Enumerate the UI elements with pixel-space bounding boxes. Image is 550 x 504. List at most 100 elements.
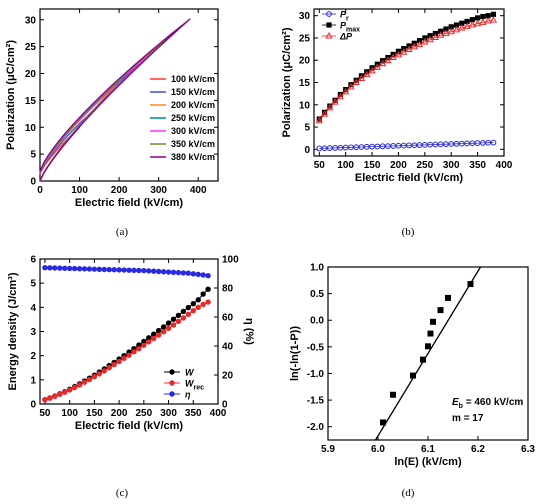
x-tick-label: 6.3 (521, 444, 535, 455)
caption-b: (b) (402, 226, 415, 238)
data-point (185, 270, 192, 276)
data-point (96, 371, 103, 377)
data-point (180, 308, 187, 315)
data-point (62, 389, 68, 395)
data-point (52, 265, 58, 271)
data-point (445, 294, 451, 301)
y-tick-label: 0 (30, 177, 36, 188)
x-tick-label: 100 (71, 185, 88, 196)
data-point (160, 269, 167, 275)
data-point (190, 301, 196, 307)
y2-tick-label: 20 (222, 371, 234, 382)
data-point (47, 395, 53, 401)
data-point (42, 397, 48, 403)
data-point (473, 19, 482, 27)
data-point (126, 352, 132, 358)
x-tick-label: 300 (160, 408, 177, 419)
y-axis-label: Energy density (J/cm³) (7, 272, 19, 390)
data-point (394, 50, 403, 58)
legend-label: η (185, 390, 191, 400)
data-point (136, 267, 142, 274)
data-point (155, 327, 162, 334)
panel-d-weibull-chart: 5.9 6.0 6.1 6.2 6.3 -2.0 -1.5 -1.0 -0.5 0.0 0.5 1.0… (289, 263, 535, 469)
y2-tick-label: 40 (222, 342, 234, 353)
y2-tick-label: 100 (222, 255, 239, 266)
x-tick-label: 50 (39, 408, 51, 419)
y-tick-label: 5 (30, 150, 36, 161)
y-tick-label: 0.0 (310, 316, 324, 327)
x-tick-label: 150 (364, 160, 381, 171)
data-point (136, 345, 142, 352)
data-point (425, 343, 431, 350)
legend-label: 380 kV/cm (171, 152, 215, 162)
y-tick-label: 20 (25, 69, 37, 80)
data-point (195, 297, 201, 303)
plot-frame (39, 8, 219, 182)
data-point (121, 355, 127, 362)
data-point (390, 391, 396, 398)
data-point (331, 98, 339, 105)
x-tick-label: 6.1 (421, 444, 435, 455)
y-tick-label: 0 (304, 145, 310, 156)
x-axis-label: Electric field (kV/cm) (75, 197, 184, 209)
x-tick-label: 400 (210, 408, 227, 419)
x-tick-label: 250 (135, 408, 152, 419)
data-point (185, 304, 192, 311)
y-tick-label: 20 (299, 56, 311, 67)
data-point (76, 266, 83, 272)
data-point (205, 286, 211, 292)
data-point (71, 384, 78, 391)
hysteresis-loop (39, 18, 191, 182)
data-point (131, 267, 137, 274)
data-point (116, 358, 122, 365)
data-point (468, 21, 476, 28)
y2-tick-label: 60 (222, 313, 234, 324)
data-point (352, 78, 360, 85)
hysteresis-loop (39, 104, 100, 182)
data-point (180, 315, 187, 321)
y-tick-label: 6 (30, 255, 36, 266)
data-point (155, 332, 162, 338)
data-point (380, 419, 386, 426)
data-point (146, 339, 152, 345)
data-point (126, 267, 132, 273)
legend-label: 250 kV/cm (171, 113, 215, 123)
data-point (342, 87, 350, 95)
data-point (151, 331, 157, 337)
data-point (170, 316, 177, 322)
legend-label: 300 kV/cm (171, 126, 215, 136)
x-tick-label: 400 (496, 160, 513, 171)
data-point (101, 266, 107, 273)
y-tick-label: 25 (25, 42, 37, 53)
data-point (469, 17, 475, 23)
data-point (57, 265, 63, 271)
y-axis-label: Polarization (μC/cm²) (5, 40, 17, 150)
data-point (200, 301, 206, 308)
legend-marker (325, 31, 333, 39)
legend-label: Pmax (340, 21, 360, 34)
data-point (86, 376, 93, 383)
series-line (44, 301, 209, 401)
data-point (190, 271, 196, 277)
x-axis-label: ln(E) (kV/cm) (394, 456, 462, 468)
data-point (160, 329, 167, 335)
data-point (427, 330, 434, 337)
y-tick-label: 4 (30, 303, 36, 314)
caption-c: (c) (116, 487, 129, 499)
data-point (475, 15, 481, 21)
x-tick-label: 100 (337, 160, 354, 171)
data-point (111, 267, 117, 273)
data-point (479, 18, 487, 25)
data-point (452, 25, 461, 33)
legend-marker (169, 380, 175, 386)
data-point (151, 268, 157, 274)
data-point (47, 265, 53, 271)
data-point (384, 56, 392, 64)
data-point (71, 265, 78, 272)
y-tick-label: 0 (30, 400, 36, 411)
data-point (336, 92, 345, 100)
data-point (170, 269, 177, 276)
data-point (467, 281, 474, 288)
data-point (490, 139, 497, 146)
